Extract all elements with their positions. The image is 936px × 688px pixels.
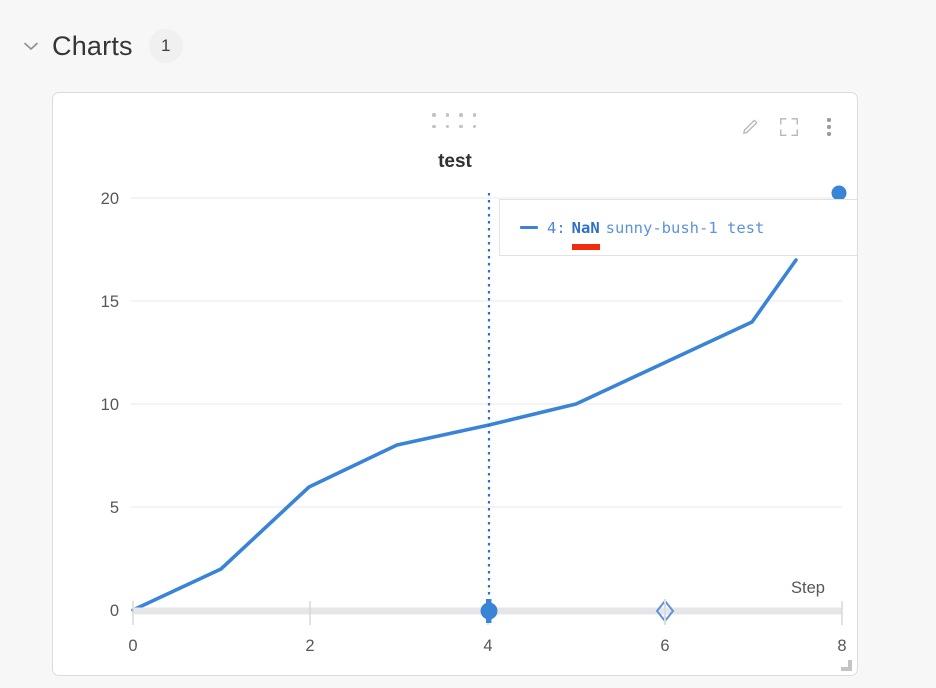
svg-text:0: 0 [128,637,137,655]
y-axis-tick-labels: 20 15 10 5 0 [101,190,119,620]
tooltip-run-name: sunny-bush-1 test [605,218,765,237]
series-point-marker [831,185,847,201]
more-dot [827,118,831,122]
svg-text:5: 5 [110,499,119,517]
series-line [131,258,798,612]
chart-card: test 20 15 10 5 0 [52,92,858,676]
svg-text:0: 0 [110,602,119,620]
chart-title: test [438,151,472,172]
drag-dot [459,113,463,117]
line-chart[interactable]: 20 15 10 5 0 [53,93,857,675]
tooltip-step: 4: [547,218,566,237]
series-color-swatch [520,226,538,229]
drag-dot [445,124,449,128]
more-dot [827,125,831,129]
tooltip-value-underline [571,243,600,250]
svg-text:20: 20 [101,190,119,208]
pencil-icon[interactable] [737,115,761,139]
page-title: Charts [52,30,133,61]
tooltip-value: NaN [571,218,600,250]
charts-section-header: Charts 1 [0,0,936,92]
x-axis-label: Step [791,579,825,597]
svg-text:8: 8 [837,637,846,655]
more-vertical-icon[interactable] [817,115,841,139]
chart-toolbar [737,115,841,139]
charts-count-badge: 1 [148,29,183,63]
svg-text:2: 2 [305,637,314,655]
drag-dot [432,113,436,117]
grid-lines [131,197,842,508]
drag-dot [445,113,449,117]
svg-text:10: 10 [101,396,119,414]
more-dot [827,132,831,136]
fullscreen-icon[interactable] [777,115,801,139]
svg-text:6: 6 [660,637,669,655]
step-slider-handle-active [480,599,498,623]
drag-dots-icon[interactable] [432,113,478,128]
drag-dot [472,124,476,128]
drag-dot [472,113,476,117]
x-axis-tick-labels: 0 2 4 6 8 [128,637,846,655]
chevron-down-icon[interactable] [18,33,44,59]
resize-grip-icon[interactable] [839,658,852,671]
svg-text:15: 15 [101,293,119,311]
drag-dot [459,124,463,128]
tooltip-value-text: NaN [571,218,600,237]
svg-text:4: 4 [483,637,492,655]
drag-dot [432,124,436,128]
chart-tooltip: 4: NaN sunny-bush-1 test [499,199,857,256]
